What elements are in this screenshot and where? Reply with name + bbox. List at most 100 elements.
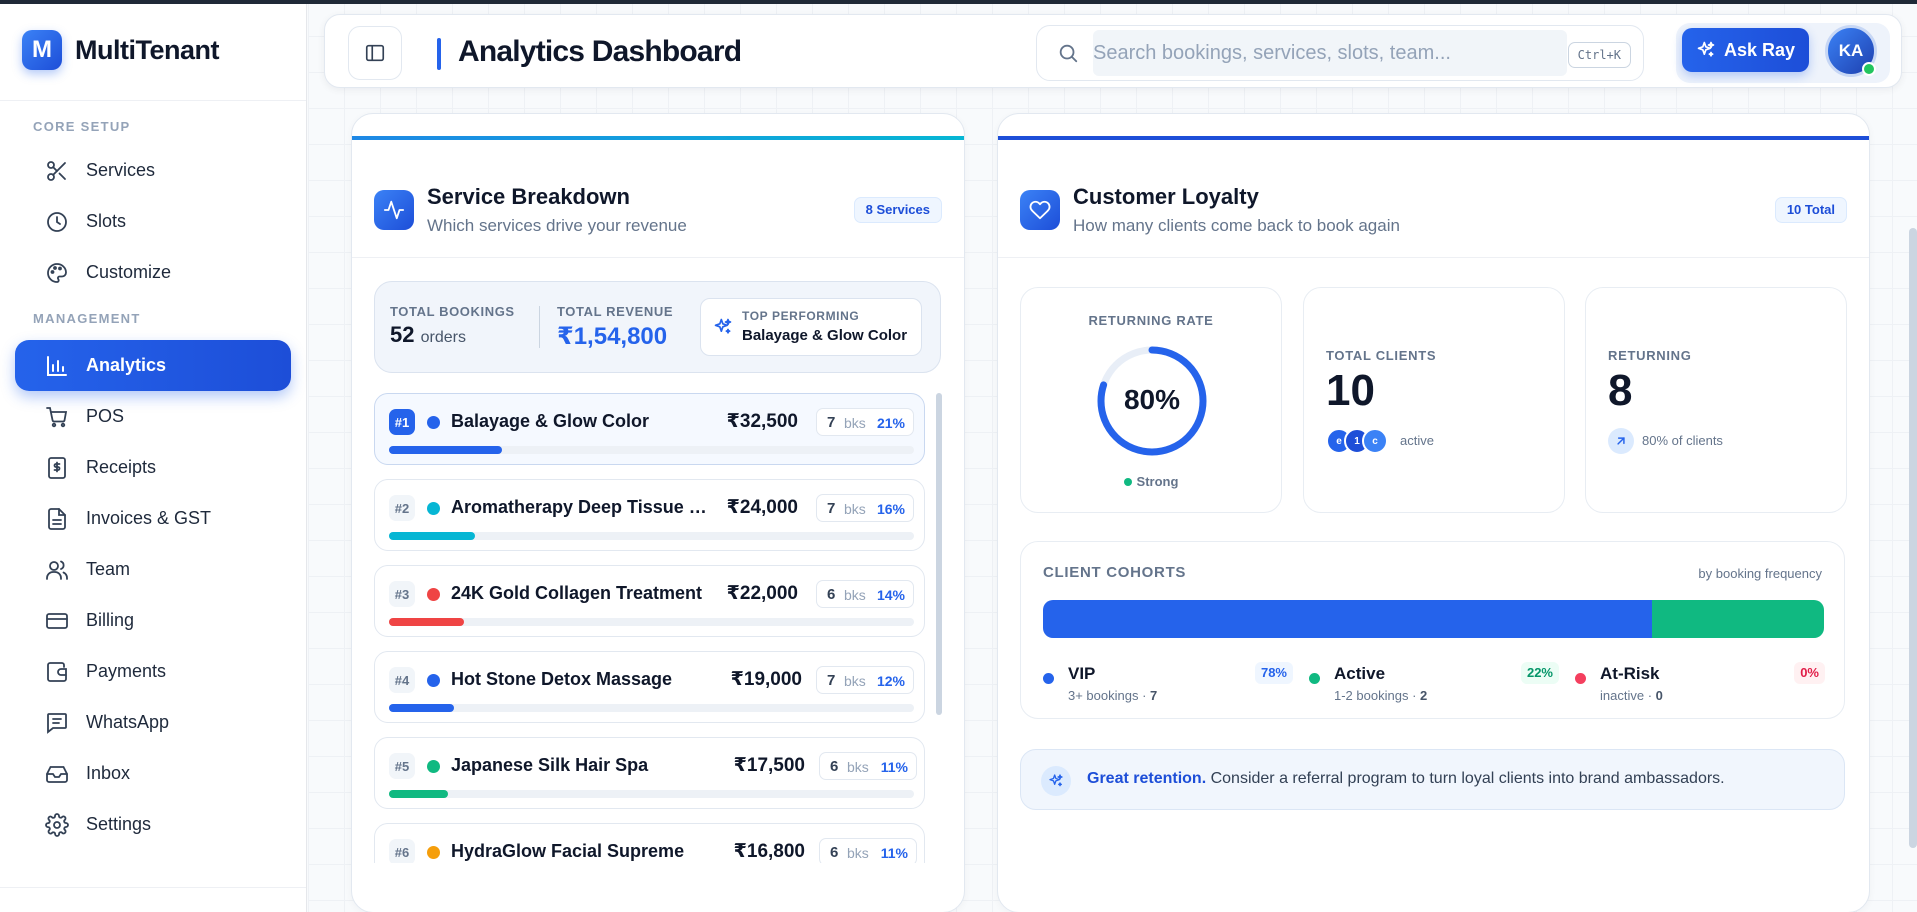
bookings-pill: 6 bks 11% [819,838,917,863]
bar-chart-icon [45,354,69,378]
bookings-count: 6 [827,586,836,603]
strength-label: Strong [1136,474,1179,489]
bookings-count: 6 [830,758,839,775]
card-title: Customer Loyalty [1073,184,1259,209]
total-bookings-number: 52 [390,322,415,347]
sidebar-item-label: Inbox [86,763,131,783]
service-color-dot [427,502,440,515]
cohort-legend-vip: VIP 78% 3+ bookings · 7 [1043,662,1293,703]
sidebar-item-analytics[interactable]: Analytics [15,340,291,391]
strength-indicator: Strong [1021,474,1281,489]
service-row[interactable]: #5 Japanese Silk Hair Spa ₹17,500 6 bks 11… [374,737,925,809]
rank-badge: #4 [389,667,415,693]
cohorts-note: by booking frequency [1698,566,1822,581]
insight-text: Great retention. Consider a referral pro… [1087,770,1725,788]
sparkles-icon [1696,40,1716,60]
sidebar-panel-icon [364,42,386,64]
total-bookings-label: TOTAL BOOKINGS [390,304,515,319]
brand[interactable]: M MultiTenant [0,0,306,101]
service-row[interactable]: #2 Aromatherapy Deep Tissue Therapy ₹24,… [374,479,925,551]
sidebar-item-label: Settings [86,814,152,834]
service-revenue: ₹16,800 [733,841,805,862]
top-performing-box[interactable]: TOP PERFORMING Balayage & Glow Color [700,298,922,356]
cohort-desc-text: 3+ bookings [1068,688,1139,703]
title-accent-bar [437,38,441,70]
header-actions: Ask Ray KA [1676,23,1890,83]
service-row[interactable]: #6 HydraGlow Facial Supreme ₹16,800 6 bks… [374,823,925,863]
heart-icon [1020,190,1060,230]
service-list: #1 Balayage & Glow Color ₹32,500 7 bks 21%… [374,393,941,863]
sidebar-item-billing[interactable]: Billing [15,595,291,646]
service-revenue: ₹32,500 [726,411,798,432]
sidebar-item-invoices-gst[interactable]: Invoices & GST [15,493,291,544]
cohort-count: 2 [1420,688,1428,703]
client-avatar: c [1362,428,1388,454]
cohort-dot [1575,673,1586,684]
search-icon [1057,42,1079,64]
cohort-desc: 3+ bookings · 7 [1068,688,1158,703]
scissors-icon [45,159,69,183]
avatar-initials: KA [1838,41,1864,60]
share-bar-fill [389,704,454,712]
sidebar-item-payments[interactable]: Payments [15,646,291,697]
share-percent: 21% [876,415,905,431]
client-cohorts-panel: CLIENT COHORTS by booking frequency VIP … [1020,541,1845,719]
sidebar-item-team[interactable]: Team [15,544,291,595]
service-row[interactable]: #1 Balayage & Glow Color ₹32,500 7 bks 21% [374,393,925,465]
insight-body: Consider a referral program to turn loya… [1210,770,1725,787]
cohort-desc: inactive · 0 [1600,688,1663,703]
list-scrollbar[interactable] [936,393,942,715]
sidebar-item-label: Invoices & GST [86,508,212,528]
service-row[interactable]: #3 24K Gold Collagen Treatment ₹22,000 6… [374,565,925,637]
cohort-percent: 78% [1254,662,1293,684]
ask-ray-button[interactable]: Ask Ray [1682,28,1809,72]
sidebar-item-label: POS [86,406,125,426]
ask-ray-label: Ask Ray [1723,39,1796,60]
cohort-name: VIP [1068,664,1096,683]
cart-icon [45,405,69,429]
sidebar-item-label: Analytics [86,355,167,375]
service-name: HydraGlow Facial Supreme [451,841,685,861]
sidebar-item-slots[interactable]: Slots [15,196,291,247]
page-scrollbar[interactable] [1909,228,1917,848]
share-bar-track [389,446,914,454]
search-input[interactable] [1093,30,1567,76]
strength-dot [1123,478,1132,486]
service-row[interactable]: #4 Hot Stone Detox Massage ₹19,000 7 bks 1… [374,651,925,723]
returning-rate-ring [1097,346,1207,456]
share-bar-track [389,790,914,798]
service-color-dot [427,416,440,429]
bookings-unit: bks [844,415,866,431]
sidebar-item-pos[interactable]: POS [15,391,291,442]
message-icon [45,711,69,735]
inbox-icon [45,762,69,786]
sidebar-item-receipts[interactable]: Receipts [15,442,291,493]
sidebar-item-whatsapp[interactable]: WhatsApp [15,697,291,748]
sidebar-toggle-button[interactable] [348,26,402,80]
total-revenue-label: TOTAL REVENUE [557,304,674,319]
credit-card-icon [45,609,69,633]
sidebar-item-label: Receipts [86,457,157,477]
service-revenue: ₹22,000 [726,583,798,604]
service-name: Hot Stone Detox Massage [451,669,673,689]
cohort-name: Active [1334,664,1386,683]
cohorts-title: CLIENT COHORTS [1043,564,1187,581]
cohort-desc-text: inactive [1600,688,1645,703]
activity-icon [374,190,414,230]
service-revenue: ₹19,000 [730,669,802,690]
sidebar-item-settings[interactable]: Settings [15,799,291,850]
share-bar-fill [389,532,475,540]
user-avatar[interactable]: KA [1825,25,1877,77]
service-revenue: ₹17,500 [733,755,805,776]
sidebar-item-customize[interactable]: Customize [15,247,291,298]
bookings-count: 7 [827,500,836,517]
topbar: Analytics Dashboard Ctrl+K Ask Ray KA [324,14,1902,88]
sidebar-item-inbox[interactable]: Inbox [15,748,291,799]
share-bar-fill [389,790,449,798]
bookings-count: 7 [827,672,836,689]
search-box[interactable]: Ctrl+K [1036,25,1644,81]
receipt-icon [45,456,69,480]
service-name: Aromatherapy Deep Tissue Therapy [451,497,713,517]
share-bar-track [389,532,914,540]
sidebar-item-services[interactable]: Services [15,145,291,196]
